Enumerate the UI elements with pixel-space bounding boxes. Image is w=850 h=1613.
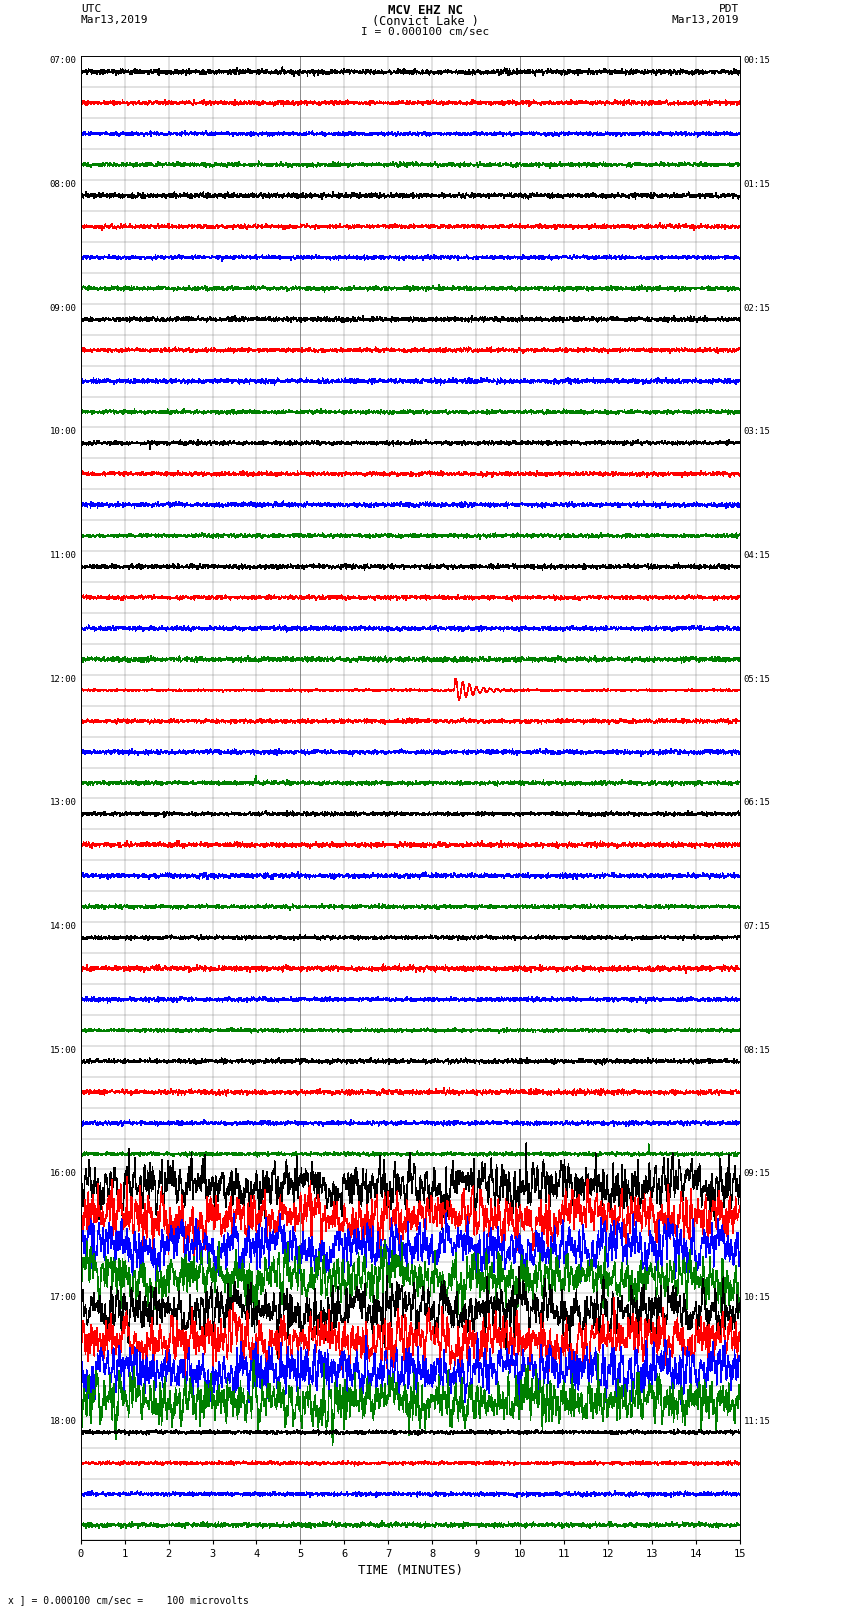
Text: 09:00: 09:00 bbox=[49, 303, 76, 313]
Text: 03:15: 03:15 bbox=[744, 427, 771, 437]
Text: 09:15: 09:15 bbox=[744, 1169, 771, 1179]
Text: 16:00: 16:00 bbox=[49, 1169, 76, 1179]
Text: 08:00: 08:00 bbox=[49, 181, 76, 189]
Text: 13:00: 13:00 bbox=[49, 798, 76, 808]
Text: 00:15: 00:15 bbox=[744, 56, 771, 66]
Text: 10:15: 10:15 bbox=[744, 1294, 771, 1302]
Text: 01:15: 01:15 bbox=[744, 181, 771, 189]
Text: 11:00: 11:00 bbox=[49, 552, 76, 560]
Text: 14:00: 14:00 bbox=[49, 923, 76, 931]
Text: 06:15: 06:15 bbox=[744, 798, 771, 808]
X-axis label: TIME (MINUTES): TIME (MINUTES) bbox=[358, 1563, 462, 1576]
Text: 17:00: 17:00 bbox=[49, 1294, 76, 1302]
Text: x ] = 0.000100 cm/sec =    100 microvolts: x ] = 0.000100 cm/sec = 100 microvolts bbox=[8, 1595, 249, 1605]
Text: MCV EHZ NC: MCV EHZ NC bbox=[388, 5, 462, 18]
Text: (Convict Lake ): (Convict Lake ) bbox=[371, 16, 479, 29]
Text: 11:15: 11:15 bbox=[744, 1416, 771, 1426]
Text: 15:00: 15:00 bbox=[49, 1045, 76, 1055]
Text: PDT: PDT bbox=[719, 5, 740, 15]
Text: 07:15: 07:15 bbox=[744, 923, 771, 931]
Text: I = 0.000100 cm/sec: I = 0.000100 cm/sec bbox=[361, 26, 489, 37]
Text: 04:15: 04:15 bbox=[744, 552, 771, 560]
Text: 10:00: 10:00 bbox=[49, 427, 76, 437]
Text: Mar13,2019: Mar13,2019 bbox=[672, 16, 740, 26]
Text: UTC: UTC bbox=[81, 5, 101, 15]
Text: 08:15: 08:15 bbox=[744, 1045, 771, 1055]
Text: 12:00: 12:00 bbox=[49, 674, 76, 684]
Text: 07:00: 07:00 bbox=[49, 56, 76, 66]
Text: 18:00: 18:00 bbox=[49, 1416, 76, 1426]
Text: Mar13,2019: Mar13,2019 bbox=[81, 16, 148, 26]
Text: 02:15: 02:15 bbox=[744, 303, 771, 313]
Text: 05:15: 05:15 bbox=[744, 674, 771, 684]
